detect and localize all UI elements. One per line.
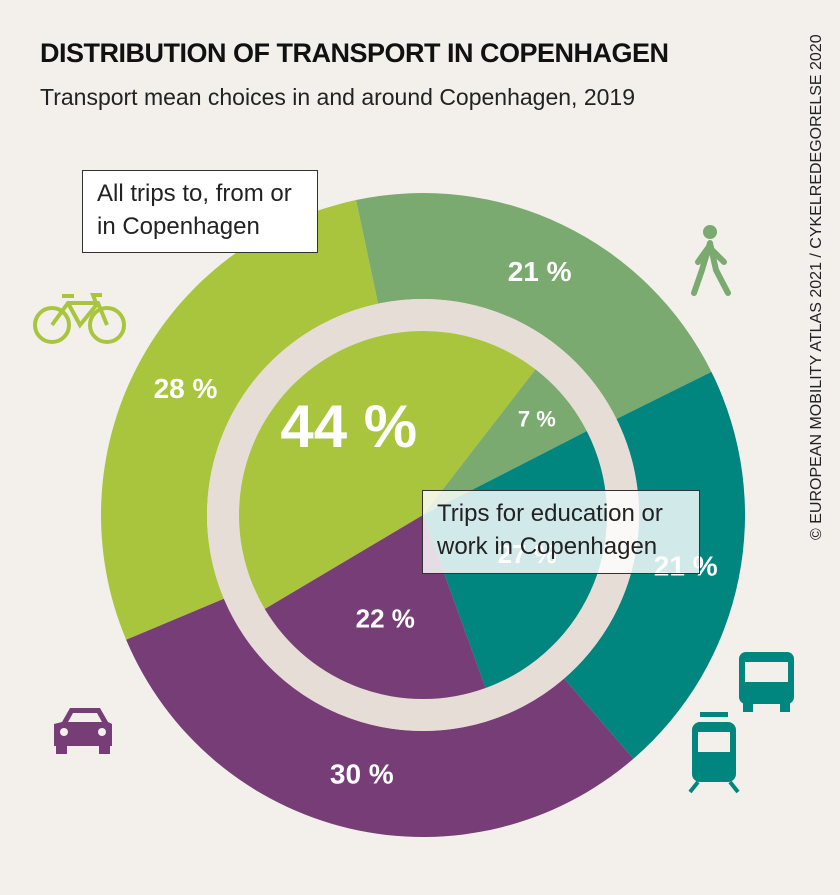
title: DISTRIBUTION OF TRANSPORT IN COPENHAGEN — [40, 38, 669, 68]
value-label: 22 % — [356, 603, 415, 633]
bus-icon — [739, 652, 794, 712]
outer-ring-label: All trips to, from or in Copenhagen — [82, 170, 318, 253]
icons — [33, 225, 794, 794]
credit: © EUROPEAN MOBILITY ATLAS 2021 / CYKELRE… — [808, 34, 825, 540]
bike-icon — [33, 293, 126, 344]
walk-icon — [691, 225, 731, 296]
subtitle: Transport mean choices in and around Cop… — [40, 84, 636, 110]
slice — [356, 193, 712, 419]
value-label: 28 % — [154, 373, 218, 404]
inner-pie-label: Trips for education or work in Copenhage… — [422, 490, 700, 574]
value-label: 44 % — [280, 393, 417, 460]
slice — [101, 200, 379, 640]
tram-icon — [688, 712, 740, 794]
value-label: 21 % — [508, 256, 572, 287]
slice — [238, 330, 536, 609]
value-label: 7 % — [518, 406, 556, 431]
car-icon — [54, 708, 112, 754]
value-label: 30 % — [330, 758, 394, 789]
slice — [126, 598, 634, 837]
slice — [423, 369, 587, 515]
